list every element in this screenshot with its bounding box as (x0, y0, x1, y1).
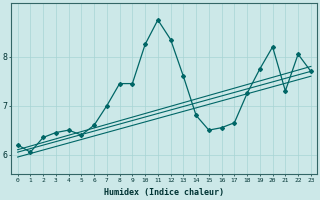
X-axis label: Humidex (Indice chaleur): Humidex (Indice chaleur) (104, 188, 224, 197)
